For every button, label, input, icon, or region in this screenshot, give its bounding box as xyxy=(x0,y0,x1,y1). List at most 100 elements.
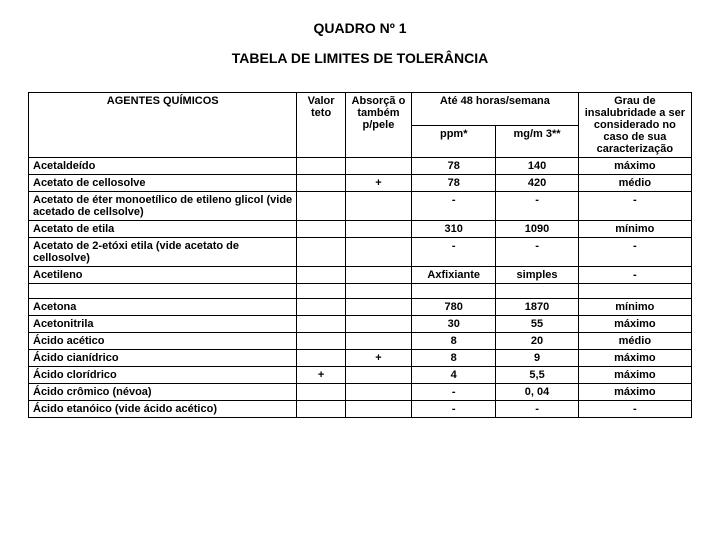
title-quadro: QUADRO Nº 1 xyxy=(28,20,692,36)
cell-ppm: 4 xyxy=(412,367,496,384)
cell-agente: Ácido etanóico (vide ácido acético) xyxy=(29,401,297,418)
table-row: Acetaldeído 78140máximo xyxy=(29,158,692,175)
cell-absor xyxy=(345,384,411,401)
cell-agente: Acetona xyxy=(29,299,297,316)
cell-agente: Acetato de cellosolve xyxy=(29,175,297,192)
table-row: Acetonitrila 3055máximo xyxy=(29,316,692,333)
table-row: Acetato de cellosolve +78420médio xyxy=(29,175,692,192)
table-row: Acetato de 2-etóxi etila (vide acetato d… xyxy=(29,238,692,267)
cell-ppm: 310 xyxy=(412,221,496,238)
table-row: Ácido crômico (névoa) -0, 04máximo xyxy=(29,384,692,401)
cell-mgm3: 1870 xyxy=(496,299,578,316)
cell-grau: máximo xyxy=(578,316,691,333)
cell-ppm: 8 xyxy=(412,333,496,350)
th-absorcao: Absorçã o também p/pele xyxy=(345,93,411,158)
cell-agente: Acetato de etila xyxy=(29,221,297,238)
cell-grau: máximo xyxy=(578,367,691,384)
cell-absor xyxy=(345,221,411,238)
cell-grau: máximo xyxy=(578,350,691,367)
cell-grau: - xyxy=(578,401,691,418)
cell-valor xyxy=(297,192,345,221)
cell-grau: máximo xyxy=(578,384,691,401)
spacer-cell xyxy=(29,284,297,299)
cell-absor xyxy=(345,367,411,384)
cell-grau: mínimo xyxy=(578,299,691,316)
cell-mgm3: 1090 xyxy=(496,221,578,238)
cell-grau: médio xyxy=(578,333,691,350)
cell-valor xyxy=(297,267,345,284)
table-row: Acetileno Axfixiantesimples- xyxy=(29,267,692,284)
cell-valor xyxy=(297,221,345,238)
cell-agente: Ácido crômico (névoa) xyxy=(29,384,297,401)
cell-valor xyxy=(297,350,345,367)
cell-grau: máximo xyxy=(578,158,691,175)
th-ate48: Até 48 horas/semana xyxy=(412,93,579,126)
cell-agente: Acetonitrila xyxy=(29,316,297,333)
cell-grau: - xyxy=(578,238,691,267)
cell-valor xyxy=(297,158,345,175)
cell-ppm: - xyxy=(412,401,496,418)
table-row: Ácido etanóico (vide ácido acético)--- xyxy=(29,401,692,418)
cell-mgm3: simples xyxy=(496,267,578,284)
cell-ppm: - xyxy=(412,384,496,401)
table-row: Acetato de etila 3101090mínimo xyxy=(29,221,692,238)
cell-absor xyxy=(345,333,411,350)
cell-mgm3: 140 xyxy=(496,158,578,175)
spacer-cell xyxy=(496,284,578,299)
cell-absor xyxy=(345,158,411,175)
table-row: Ácido cianídrico+89máximo xyxy=(29,350,692,367)
cell-valor xyxy=(297,175,345,192)
th-grau: Grau de insalubridade a ser considerado … xyxy=(578,93,691,158)
table-row: Ácido clorídrico+45,5máximo xyxy=(29,367,692,384)
cell-mgm3: 9 xyxy=(496,350,578,367)
cell-grau: - xyxy=(578,267,691,284)
spacer-cell xyxy=(297,284,345,299)
cell-mgm3: 0, 04 xyxy=(496,384,578,401)
cell-ppm: 780 xyxy=(412,299,496,316)
cell-absor xyxy=(345,299,411,316)
cell-ppm: 30 xyxy=(412,316,496,333)
th-mgm3: mg/m 3** xyxy=(496,125,578,158)
cell-agente: Acetato de 2-etóxi etila (vide acetato d… xyxy=(29,238,297,267)
cell-ppm: 8 xyxy=(412,350,496,367)
cell-agente: Ácido clorídrico xyxy=(29,367,297,384)
cell-mgm3: 55 xyxy=(496,316,578,333)
cell-mgm3: 20 xyxy=(496,333,578,350)
th-agentes: AGENTES QUÍMICOS xyxy=(29,93,297,158)
cell-ppm: Axfixiante xyxy=(412,267,496,284)
cell-ppm: 78 xyxy=(412,175,496,192)
th-ppm: ppm* xyxy=(412,125,496,158)
cell-mgm3: 420 xyxy=(496,175,578,192)
cell-mgm3: - xyxy=(496,401,578,418)
cell-agente: Ácido acético xyxy=(29,333,297,350)
cell-agente: Acetato de éter monoetílico de etileno g… xyxy=(29,192,297,221)
cell-absor xyxy=(345,316,411,333)
spacer-cell xyxy=(412,284,496,299)
cell-agente: Acetileno xyxy=(29,267,297,284)
cell-valor xyxy=(297,238,345,267)
cell-absor xyxy=(345,267,411,284)
cell-valor xyxy=(297,333,345,350)
cell-absor: + xyxy=(345,175,411,192)
cell-grau: mínimo xyxy=(578,221,691,238)
title-tabela: TABELA DE LIMITES DE TOLERÂNCIA xyxy=(28,50,692,66)
table-row: Acetona 7801870mínimo xyxy=(29,299,692,316)
cell-valor xyxy=(297,401,345,418)
cell-valor xyxy=(297,316,345,333)
table-row: Acetato de éter monoetílico de etileno g… xyxy=(29,192,692,221)
cell-grau: médio xyxy=(578,175,691,192)
cell-ppm: 78 xyxy=(412,158,496,175)
cell-agente: Acetaldeído xyxy=(29,158,297,175)
th-valor-teto: Valor teto xyxy=(297,93,345,158)
cell-mgm3: 5,5 xyxy=(496,367,578,384)
cell-absor xyxy=(345,192,411,221)
cell-valor: + xyxy=(297,367,345,384)
table-row: Ácido acético 820médio xyxy=(29,333,692,350)
cell-mgm3: - xyxy=(496,238,578,267)
tolerance-table: AGENTES QUÍMICOS Valor teto Absorçã o ta… xyxy=(28,92,692,418)
cell-agente: Ácido cianídrico xyxy=(29,350,297,367)
cell-ppm: - xyxy=(412,192,496,221)
cell-absor xyxy=(345,401,411,418)
cell-valor xyxy=(297,299,345,316)
table-spacer-row xyxy=(29,284,692,299)
